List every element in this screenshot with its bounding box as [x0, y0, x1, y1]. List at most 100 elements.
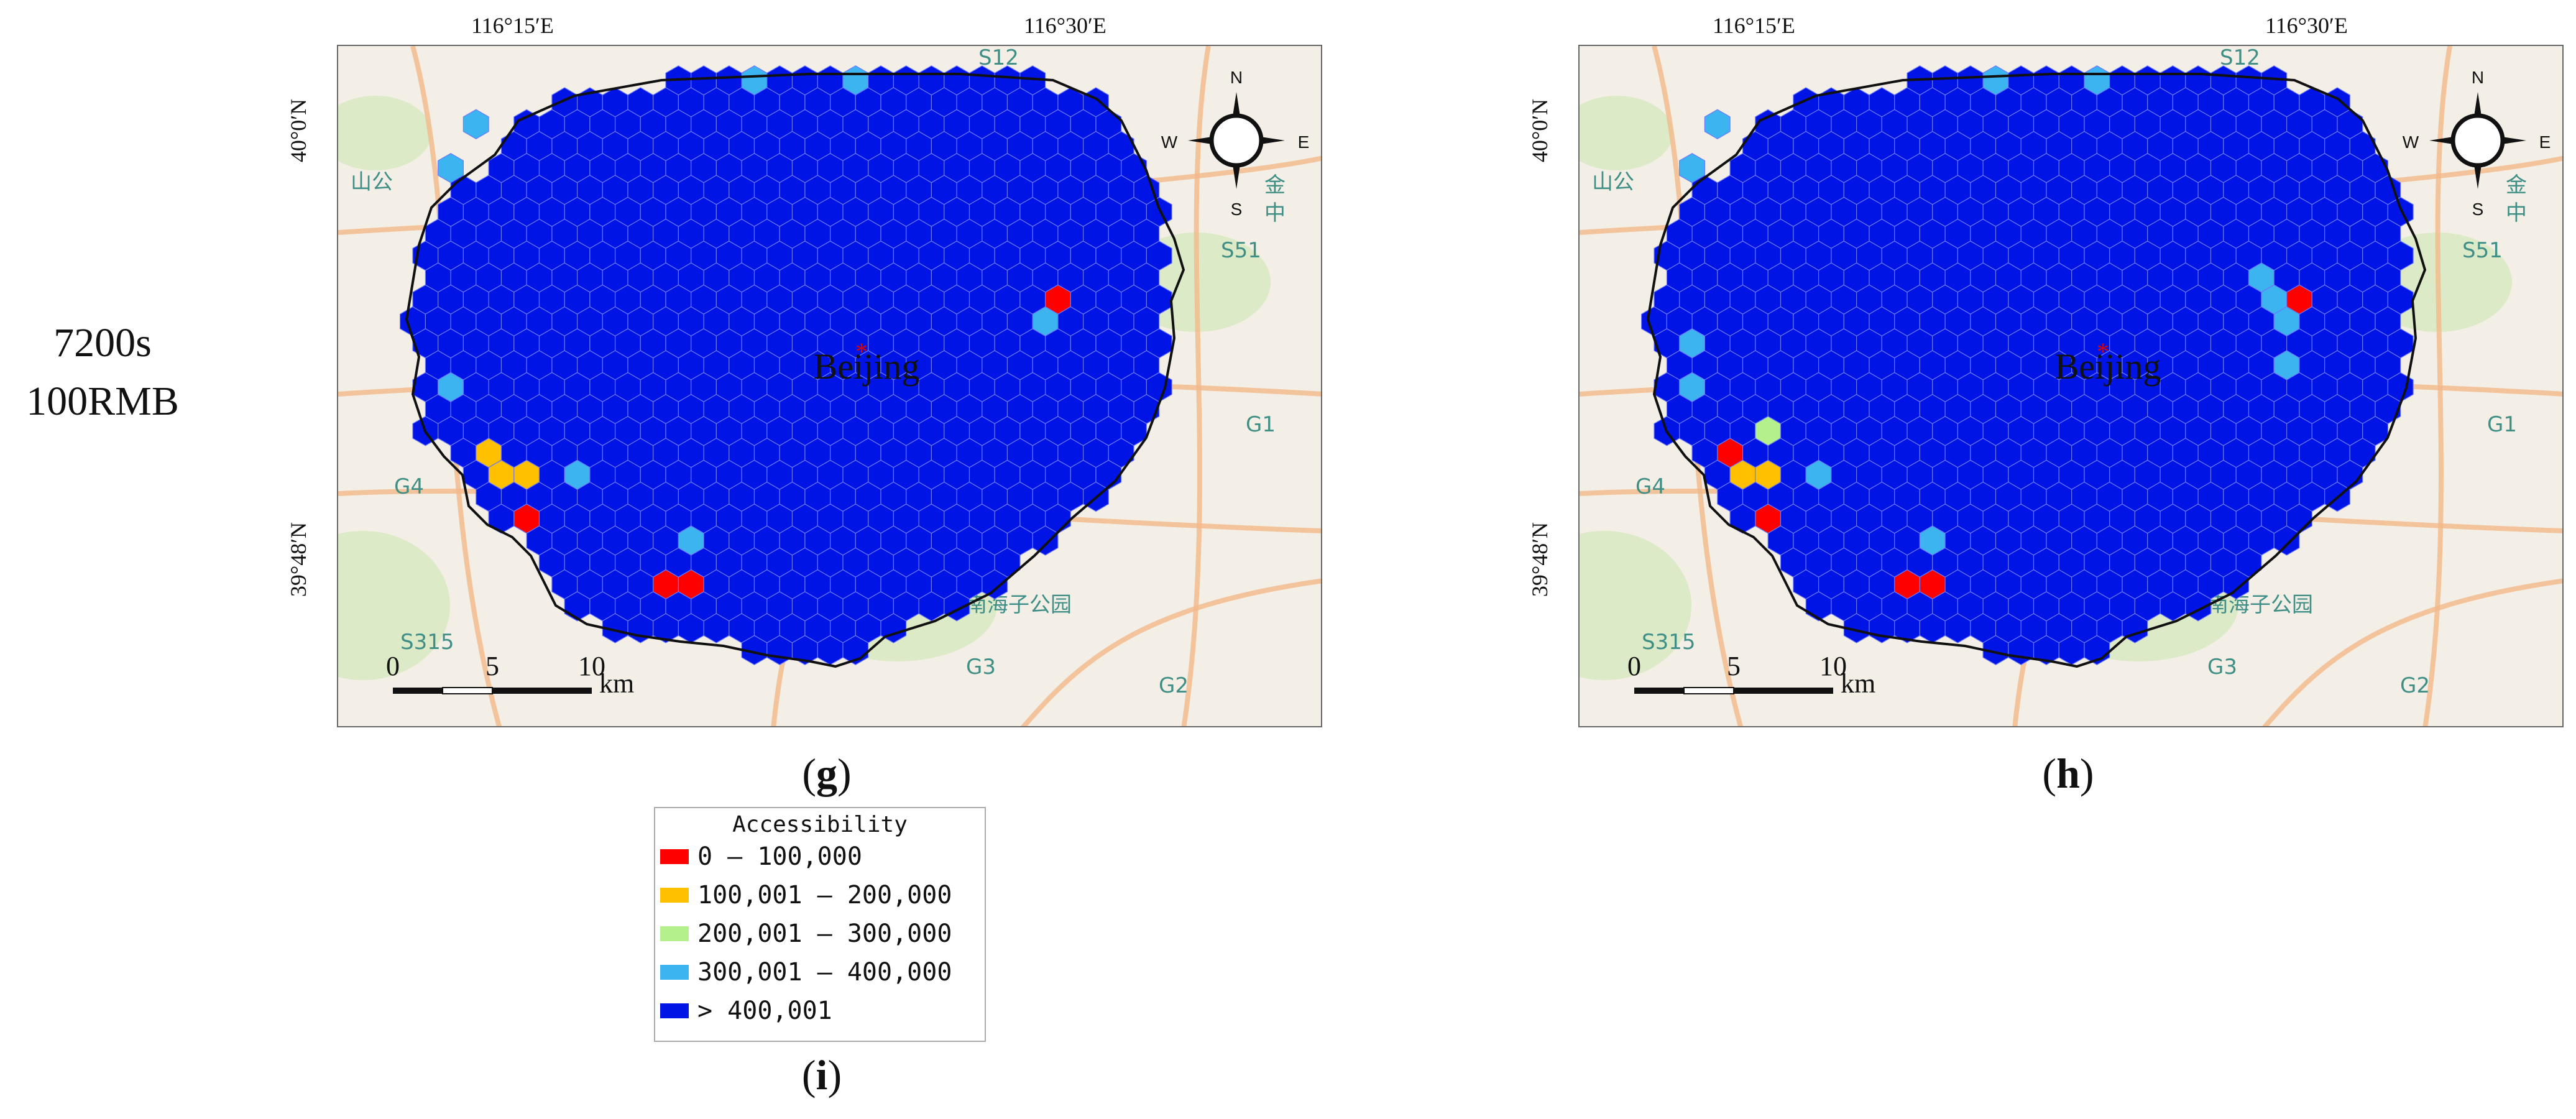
park-area — [338, 531, 450, 680]
compass-icon: N S E W — [1161, 68, 1310, 219]
basemap-label: 山公 — [351, 170, 393, 195]
compass-label: S — [1231, 200, 1243, 219]
basemap-label: G2 — [2400, 673, 2430, 698]
city-label: Beijing — [2055, 346, 2161, 387]
panel-label-i: (i) — [801, 1051, 842, 1098]
legend-label: 100,001 – 200,000 — [697, 881, 952, 909]
legend-label: 200,001 – 300,000 — [697, 919, 952, 948]
accessibility-hex — [462, 109, 489, 139]
accessibility-hex — [1032, 525, 1059, 556]
lon-tick-1: 116°15′E — [471, 13, 554, 38]
city-marker-icon: * — [2097, 338, 2109, 366]
compass-label: S — [2472, 200, 2484, 219]
compass-label: E — [1298, 132, 1310, 152]
legend-label: 0 – 100,000 — [697, 842, 862, 871]
basemap-label: G1 — [2487, 412, 2517, 437]
lat-tick-2: 39°48′N — [1527, 522, 1552, 597]
lat-tick-2: 39°48′N — [286, 522, 311, 597]
hex-grid-h — [1640, 65, 2414, 665]
map-frame-g[interactable]: S12 S51 G1 G4 G3 G2 S315 南海子公园 山公 金中 * Beijing N S E W… — [337, 45, 1322, 727]
basemap-label: 中 — [1264, 201, 1286, 226]
compass-label: N — [1230, 68, 1243, 87]
accessibility-hex — [982, 569, 1008, 600]
compass-label: W — [2403, 132, 2419, 152]
scale-unit: km — [1841, 668, 1875, 699]
legend-label: 300,001 – 400,000 — [697, 958, 952, 987]
legend-item: 200,001 – 300,000 — [655, 914, 985, 953]
accessibility-hex — [2273, 525, 2300, 556]
map-panel-h: 116°15′E 116°30′E 40°0′N 39°48′N S12 S51 G… — [1521, 12, 2576, 802]
panel-label-g: (g) — [802, 750, 852, 797]
legend-swatch — [660, 1003, 689, 1018]
legend-label: > 400,001 — [697, 997, 832, 1025]
basemap-label: S51 — [1221, 238, 1261, 263]
map-frame-h[interactable]: S12 S51 G1 G4 G3 G2 S315 南海子公园 山公 金中 * Beijing N S E W… — [1578, 45, 2564, 727]
legend-swatch — [660, 926, 689, 941]
road-line — [2422, 46, 2452, 726]
city-marker-icon: * — [855, 338, 868, 366]
map-svg-g: S12 S51 G1 G4 G3 G2 S315 南海子公园 山公 金中 *Beijing N S E W… — [338, 46, 1321, 726]
scale-label: 10 — [578, 651, 605, 681]
legend-swatch — [660, 849, 689, 864]
basemap-label: G4 — [1635, 474, 1665, 499]
lon-tick-2: 116°30′E — [2265, 13, 2348, 38]
basemap-label: 金 — [1264, 173, 1286, 198]
park-area — [1580, 531, 1691, 680]
basemap-label: 南海子公园 — [966, 592, 1072, 617]
park-area — [338, 96, 431, 170]
compass-icon: N S E W — [2403, 68, 2551, 219]
accessibility-legend: Accessibility 0 – 100,000 100,001 – 200,… — [654, 807, 986, 1042]
legend-swatch — [660, 965, 689, 980]
basemap-label: S315 — [1642, 630, 1695, 655]
study-area-boundary — [405, 73, 1185, 668]
accessibility-hex — [1704, 109, 1731, 139]
scale-label: 5 — [1727, 651, 1741, 681]
basemap-label: S12 — [2220, 46, 2260, 70]
compass-label: N — [2472, 68, 2484, 87]
basemap-label: G3 — [966, 655, 996, 679]
accessibility-hex — [2223, 569, 2250, 600]
legend-swatch — [660, 888, 689, 903]
map-panel-g: 116°15′E 116°30′E 40°0′N 39°48′N S12 S51 G… — [280, 12, 1374, 802]
scale-label: 0 — [386, 651, 400, 681]
scale-label: 0 — [1627, 651, 1641, 681]
lon-tick-1: 116°15′E — [1713, 13, 1795, 38]
scale-unit: km — [599, 668, 634, 699]
road-line — [1181, 46, 1211, 726]
basemap-label: 山公 — [1592, 170, 1634, 195]
legend-item: 100,001 – 200,000 — [655, 876, 985, 914]
map-svg-h: S12 S51 G1 G4 G3 G2 S315 南海子公园 山公 金中 *Beijing N S E W… — [1580, 46, 2562, 726]
legend-item: > 400,001 — [655, 992, 985, 1030]
basemap-label: 中 — [2506, 201, 2527, 226]
legend-item: 0 – 100,000 — [655, 837, 985, 876]
lon-tick-2: 116°30′E — [1024, 13, 1106, 38]
basemap-label: G4 — [394, 474, 424, 499]
basemap-label: G3 — [2207, 655, 2237, 679]
basemap-label: 南海子公园 — [2207, 592, 2313, 617]
lat-tick-1: 40°0′N — [1527, 98, 1552, 163]
scale-label: 10 — [1819, 651, 1847, 681]
basemap-label: G1 — [1246, 412, 1276, 437]
compass-label: E — [2539, 132, 2551, 152]
road-line — [1021, 578, 1321, 726]
cost-label: 100RMB — [26, 379, 179, 424]
basemap-label: S315 — [400, 630, 454, 655]
legend-item: 300,001 – 400,000 — [655, 953, 985, 992]
row-label: 7200s 100RMB — [0, 314, 205, 431]
time-label: 7200s — [53, 320, 152, 366]
scale-label: 5 — [485, 651, 499, 681]
basemap-label: G2 — [1159, 673, 1189, 698]
park-area — [1580, 96, 1673, 170]
compass-label: W — [1161, 132, 1178, 152]
basemap-label: S12 — [978, 46, 1019, 70]
basemap-label: 金 — [2506, 173, 2527, 198]
road-line — [2262, 578, 2562, 726]
city-label: Beijing — [814, 346, 920, 387]
study-area-boundary — [1646, 73, 2427, 668]
panel-label-h: (h) — [2042, 750, 2094, 797]
hex-grid-g — [399, 65, 1172, 665]
